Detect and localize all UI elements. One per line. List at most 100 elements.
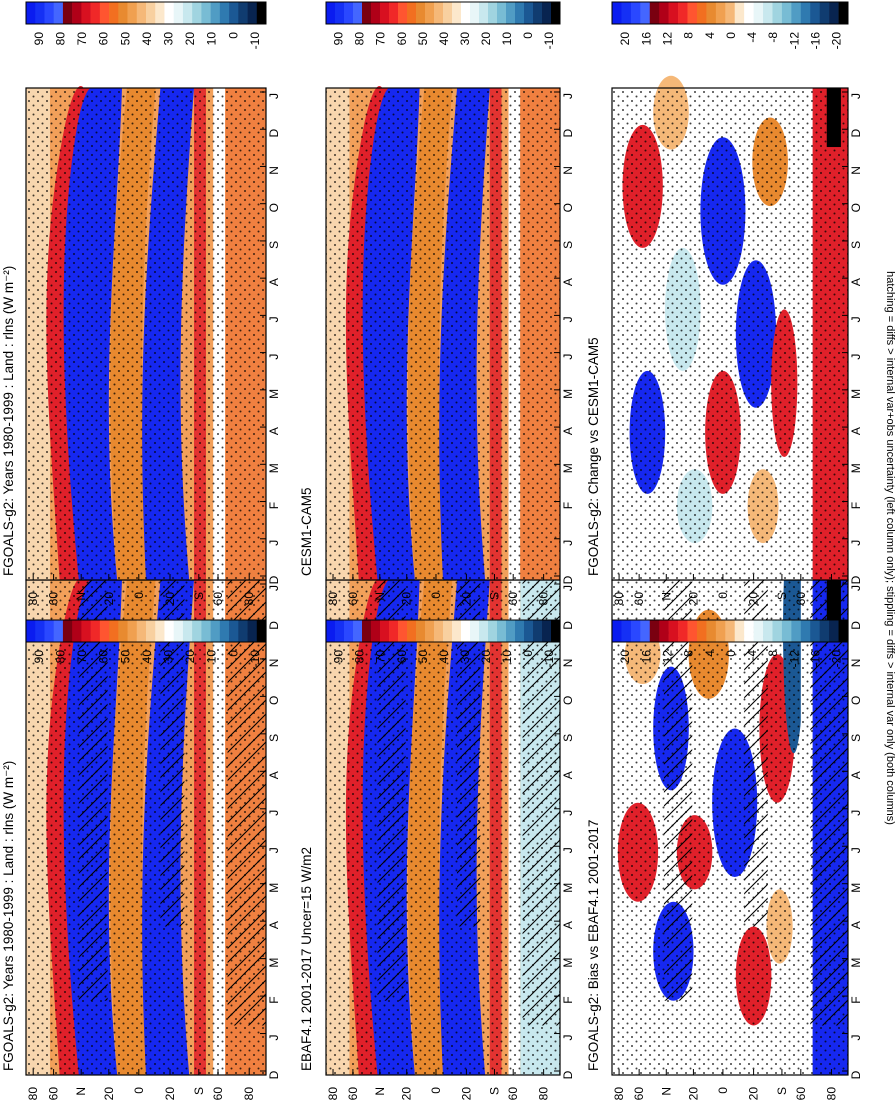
- colorbar-swatch: [612, 2, 622, 24]
- y-tick-label: N: [74, 1087, 88, 1096]
- colorbar-swatch: [380, 620, 390, 642]
- colorbar-swatch: [81, 620, 91, 642]
- colorbar-tick-label: -10: [248, 650, 262, 668]
- y-tick-label: 20: [400, 592, 414, 606]
- x-tick-label: D: [561, 129, 575, 138]
- y-tick-label: S: [487, 1087, 501, 1095]
- x-tick-label: D: [267, 621, 281, 630]
- colorbar-tick-label: 80: [353, 650, 367, 664]
- colorbar-tick-label: 90: [332, 32, 346, 46]
- x-tick-label: M: [267, 883, 281, 893]
- x-tick-label: A: [267, 278, 281, 286]
- colorbar-swatch: [201, 2, 211, 24]
- colorbar-tick-label: 10: [205, 650, 219, 664]
- y-tick-label: 20: [163, 592, 177, 606]
- colorbar-tick-label: 40: [140, 650, 154, 664]
- colorbar-col2-mid: 90 80 70 60 50 40 30 20 10 0 -10: [325, 619, 561, 668]
- x-tick-label: M: [849, 463, 863, 473]
- colorbar-tick-label: 10: [500, 32, 514, 46]
- panel-2: EBAF4.1 2001-2017 Uncer=15 W/m2DJFMAMJJA…: [299, 577, 575, 1100]
- y-tick-label: 80: [242, 592, 256, 606]
- colorbar-swatch: [62, 2, 73, 24]
- colorbar-swatch: [763, 2, 773, 24]
- colorbar-swatch: [515, 620, 525, 642]
- x-tick-label: M: [561, 958, 575, 968]
- x-tick-label: J: [849, 93, 863, 99]
- y-tick-label: N: [373, 1087, 387, 1096]
- colorbar-swatch: [810, 620, 820, 642]
- y-tick-label: 80: [537, 1087, 551, 1100]
- x-tick-label: A: [849, 278, 863, 286]
- panel-title: EBAF4.1 2001-2017 Uncer=15 W/m2: [299, 847, 314, 1071]
- x-tick-label: J: [561, 354, 575, 360]
- colorbar-swatch: [344, 620, 354, 642]
- panel-title: FGOALS-g2: Years 1980-1999 : Land : rlns…: [1, 761, 16, 1071]
- colorbar-swatch: [551, 2, 561, 24]
- colorbar-tick-label: 0: [226, 32, 240, 39]
- x-tick-label: J: [561, 585, 575, 591]
- colorbar-swatch: [35, 620, 45, 642]
- colorbar-tick-label: -16: [809, 650, 823, 668]
- x-tick-label: J: [561, 540, 575, 546]
- colorbar-swatch: [182, 2, 193, 24]
- colorbar-tick-label: 90: [332, 650, 346, 664]
- x-tick-label: J: [849, 316, 863, 322]
- colorbar-tick-label: -10: [542, 650, 556, 668]
- x-tick-label: J: [561, 1035, 575, 1041]
- panel-5: FGOALS-g2: Change vs CESM1-CAM5DJFMAMJJA…: [586, 75, 863, 606]
- y-tick-label: 80: [537, 592, 551, 606]
- panel-title: CESM1-CAM5: [299, 487, 314, 576]
- x-tick-label: F: [267, 996, 281, 1003]
- colorbar-tick-label: 10: [205, 32, 219, 46]
- y-tick-label: 0: [429, 1087, 443, 1094]
- colorbar-swatch: [551, 620, 561, 642]
- x-tick-label: M: [561, 463, 575, 473]
- y-tick-label: 20: [686, 592, 700, 606]
- colorbar-swatch: [44, 620, 54, 642]
- stippling-overlay: [326, 580, 560, 1075]
- colorbar-swatch: [678, 2, 688, 24]
- colorbar-tick-label: 16: [639, 32, 653, 46]
- x-tick-label: J: [267, 354, 281, 360]
- colorbar-swatch: [621, 2, 632, 24]
- colorbar-swatch: [53, 620, 64, 642]
- colorbar-swatch: [164, 620, 174, 642]
- colorbar-tick-label: 60: [97, 650, 111, 664]
- colorbar-swatch: [398, 620, 408, 642]
- colorbar-swatch: [461, 2, 471, 24]
- x-tick-label: J: [849, 354, 863, 360]
- colorbar-swatch: [389, 2, 399, 24]
- x-tick-label: M: [267, 958, 281, 968]
- colorbar-tick-label: -10: [542, 32, 556, 50]
- colorbar-swatch: [791, 2, 802, 24]
- colorbar-swatch: [542, 620, 552, 642]
- colorbar-swatch: [838, 620, 849, 642]
- colorbar-tick-label: 80: [353, 32, 367, 46]
- x-tick-label: S: [849, 734, 863, 742]
- y-tick-label: 60: [632, 1087, 646, 1100]
- colorbar-swatch: [497, 2, 507, 24]
- colorbar-col3-mid: 20 16 12 8 4 0 -4 -8 -12 -16 -20: [611, 619, 849, 668]
- colorbar-tick-label: -20: [830, 650, 844, 668]
- colorbar-tick-label: -12: [787, 32, 801, 50]
- colorbar-swatch: [800, 620, 811, 642]
- colorbar-swatch: [434, 2, 444, 24]
- colorbar-tick-label: 90: [32, 32, 46, 46]
- y-tick-label: N: [373, 592, 387, 601]
- colorbar-swatch: [659, 620, 669, 642]
- y-tick-label: 80: [26, 592, 40, 606]
- colorbar-col1-top: 90 80 70 60 50 40 30 20 10 0 -10: [25, 1, 267, 49]
- colorbar-tick-label: -4: [745, 650, 759, 661]
- colorbar-tick-label: -16: [809, 32, 823, 50]
- colorbar-swatch: [229, 2, 239, 24]
- y-tick-label: 60: [506, 592, 520, 606]
- colorbar-tick-label: 70: [75, 32, 89, 46]
- y-tick-label: 60: [211, 592, 225, 606]
- colorbar-col1-mid: 90 80 70 60 50 40 30 20 10 0 -10: [25, 619, 267, 668]
- x-tick-label: J: [561, 847, 575, 853]
- x-tick-label: N: [561, 166, 575, 175]
- colorbar-swatch: [533, 620, 543, 642]
- x-tick-label: N: [267, 659, 281, 668]
- colorbar-swatch: [192, 2, 202, 24]
- colorbar-swatch: [219, 2, 230, 24]
